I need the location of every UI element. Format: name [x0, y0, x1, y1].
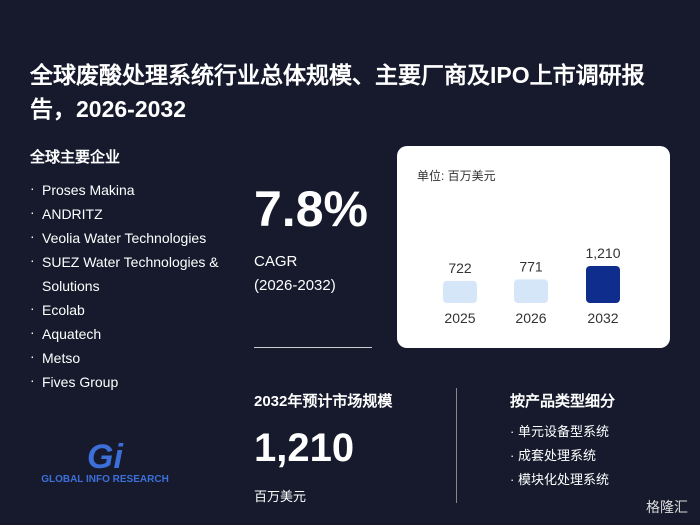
segments-heading: 按产品类型细分: [510, 393, 616, 410]
list-item: Metso: [30, 344, 220, 370]
value-label: 722: [448, 260, 472, 276]
divider: [254, 347, 372, 348]
list-item: Proses Makina: [30, 176, 220, 202]
logo-mark: Gi: [87, 438, 123, 476]
market-value: 1,210: [254, 426, 355, 470]
cagr-text: CAGR: [254, 253, 298, 270]
value-label: 1,210: [585, 245, 620, 261]
list-item: Veolia Water Technologies: [30, 224, 220, 250]
divider: [456, 388, 457, 503]
chart-card: 单位: 百万美元 722 2025 771 2026 1,210 2032: [397, 146, 670, 348]
list-item: Ecolab: [30, 296, 220, 322]
bar: [443, 280, 477, 303]
segment-list: 单元设备型系统成套处理系统模块化处理系统: [510, 420, 609, 492]
list-item: 成套处理系统: [510, 444, 609, 468]
watermark: 格隆汇: [646, 499, 688, 515]
list-item: 单元设备型系统: [510, 420, 609, 444]
market-unit: 百万美元: [254, 489, 307, 504]
chart: 单位: 百万美元 722 2025 771 2026 1,210 2032: [417, 168, 621, 326]
logo-text: GLOBAL INFO RESEARCH: [41, 474, 169, 485]
list-item: ANDRITZ: [30, 200, 220, 226]
bar: [586, 266, 620, 303]
cagr-value: 7.8%: [254, 181, 368, 237]
logo: Gi GLOBAL INFO RESEARCH: [30, 440, 180, 485]
value-label: 771: [519, 258, 543, 274]
list-item: 模块化处理系统: [510, 468, 609, 492]
list-item: Fives Group: [30, 368, 220, 394]
company-list: Proses MakinaANDRITZVeolia Water Technol…: [30, 176, 220, 394]
category-label: 2026: [515, 310, 546, 326]
title: 全球废酸处理系统行业总体规模、主要厂商及IPO上市调研报告，2026-2032: [30, 62, 645, 122]
list-item: Aquatech: [30, 320, 220, 346]
cagr-period: (2026-2032): [254, 277, 336, 294]
market-heading: 2032年预计市场规模: [254, 393, 393, 410]
category-label: 2025: [444, 310, 475, 326]
category-label: 2032: [587, 310, 618, 326]
companies-heading: 全球主要企业: [30, 149, 121, 166]
bar: [514, 279, 548, 303]
list-item: SUEZ Water Technologies & Solutions: [30, 248, 220, 298]
unit-label: 单位: 百万美元: [417, 168, 496, 183]
cagr-label: CAGR (2026-2032): [254, 250, 336, 298]
